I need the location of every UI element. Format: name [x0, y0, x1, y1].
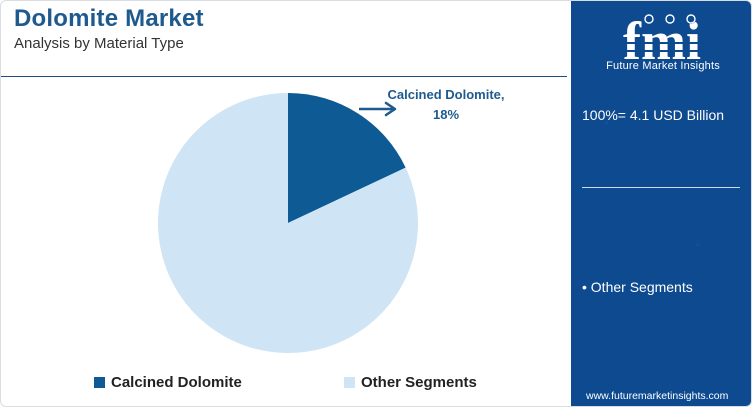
market-total: 100%= 4.1 USD Billion — [582, 107, 725, 123]
callout-arrow — [359, 101, 397, 117]
slice-label-value: 18% — [432, 107, 460, 122]
fmi-logo: fmi — [607, 11, 717, 69]
legend-swatch-other-segments — [344, 377, 355, 388]
pie-slices — [157, 93, 418, 353]
logo-caption: Future Market Insights — [606, 60, 720, 72]
chart-title: Dolomite Market — [14, 5, 204, 32]
legend-swatch-calcined-dolomite — [94, 377, 105, 388]
chart-subtitle: Analysis by Material Type — [14, 35, 184, 52]
pie-slice-calcined-dolomite — [288, 93, 406, 223]
legend-item-calcined-dolomite: Calcined Dolomite — [94, 374, 242, 391]
website-link[interactable]: www.futuremarketinsights.com — [586, 390, 729, 402]
slice-label-name: Calcined Dolomite, — [387, 87, 505, 102]
pie-slice-other-segments — [157, 93, 418, 353]
panel-divider — [582, 187, 740, 188]
slice-label-calcined-dolomite: Calcined Dolomite, 18% — [371, 87, 521, 122]
info-panel: fmi Future Market Insights 100%= 4.1 USD… — [571, 1, 751, 406]
legend-label: Other Segments — [361, 374, 477, 391]
header-divider — [1, 76, 567, 77]
legend-label: Calcined Dolomite — [111, 374, 242, 391]
legend-item-other-segments: Other Segments — [344, 374, 477, 391]
panel-segment-item: • Other Segments — [582, 279, 693, 295]
pie-chart — [157, 93, 418, 353]
